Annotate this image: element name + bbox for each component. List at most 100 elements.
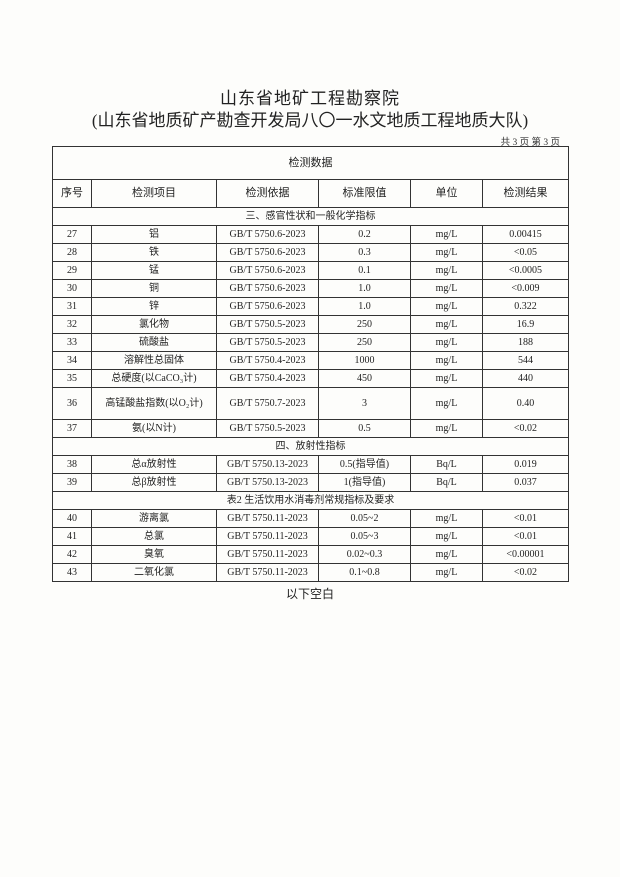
cell-method: GB/T 5750.13-2023 bbox=[216, 455, 319, 474]
table-caption-row: 检测数据 bbox=[52, 146, 569, 180]
cell-item: 氨(以N计) bbox=[91, 419, 217, 438]
cell-unit: mg/L bbox=[410, 351, 483, 370]
cell-method: GB/T 5750.11-2023 bbox=[216, 527, 319, 546]
cell-limit: 0.3 bbox=[318, 243, 411, 262]
cell-result: 0.40 bbox=[482, 387, 569, 420]
cell-limit: 0.1~0.8 bbox=[318, 563, 411, 582]
cell-method: GB/T 5750.11-2023 bbox=[216, 509, 319, 528]
table-row: 37 氨(以N计) GB/T 5750.5-2023 0.5 mg/L <0.02 bbox=[52, 419, 569, 438]
cell-item: 总硬度(以CaCO₃计) bbox=[91, 369, 217, 388]
cell-limit: 0.1 bbox=[318, 261, 411, 280]
cell-method: GB/T 5750.11-2023 bbox=[216, 545, 319, 564]
cell-unit: Bq/L bbox=[410, 455, 483, 474]
cell-item: 总β放射性 bbox=[91, 473, 217, 492]
cell-item: 总氯 bbox=[91, 527, 217, 546]
cell-method: GB/T 5750.6-2023 bbox=[216, 297, 319, 316]
table-row: 39 总β放射性 GB/T 5750.13-2023 1(指导值) Bq/L 0.037 bbox=[52, 473, 569, 492]
cell-method: GB/T 5750.5-2023 bbox=[216, 315, 319, 334]
section-row: 四、放射性指标 bbox=[52, 437, 569, 456]
cell-result: <0.01 bbox=[482, 527, 569, 546]
col-header-method: 检测依据 bbox=[216, 179, 319, 208]
cell-limit: 0.05~3 bbox=[318, 527, 411, 546]
cell-index: 40 bbox=[52, 509, 92, 528]
cell-result: <0.00001 bbox=[482, 545, 569, 564]
table-row: 30 铜 GB/T 5750.6-2023 1.0 mg/L <0.009 bbox=[52, 279, 569, 298]
cell-result: <0.02 bbox=[482, 419, 569, 438]
cell-result: 0.00415 bbox=[482, 225, 569, 244]
table-row: 36 高锰酸盐指数(以O₂计) GB/T 5750.7-2023 3 mg/L 0.40 bbox=[52, 387, 569, 420]
table-row: 32 氯化物 GB/T 5750.5-2023 250 mg/L 16.9 bbox=[52, 315, 569, 334]
cell-method: GB/T 5750.6-2023 bbox=[216, 225, 319, 244]
cell-unit: mg/L bbox=[410, 387, 483, 420]
cell-unit: mg/L bbox=[410, 545, 483, 564]
cell-unit: mg/L bbox=[410, 369, 483, 388]
cell-unit: mg/L bbox=[410, 509, 483, 528]
cell-result: <0.0005 bbox=[482, 261, 569, 280]
cell-index: 38 bbox=[52, 455, 92, 474]
cell-unit: mg/L bbox=[410, 333, 483, 352]
cell-unit: mg/L bbox=[410, 279, 483, 298]
cell-index: 39 bbox=[52, 473, 92, 492]
cell-method: GB/T 5750.4-2023 bbox=[216, 369, 319, 388]
cell-index: 36 bbox=[52, 387, 92, 420]
cell-item: 锰 bbox=[91, 261, 217, 280]
table-row: 38 总α放射性 GB/T 5750.13-2023 0.5(指导值) Bq/L 0.01… bbox=[52, 455, 569, 474]
cell-index: 42 bbox=[52, 545, 92, 564]
cell-unit: mg/L bbox=[410, 315, 483, 334]
cell-limit: 250 bbox=[318, 315, 411, 334]
cell-result: <0.009 bbox=[482, 279, 569, 298]
cell-index: 33 bbox=[52, 333, 92, 352]
col-header-item: 检测项目 bbox=[91, 179, 217, 208]
cell-limit: 1(指导值) bbox=[318, 473, 411, 492]
table-row: 34 溶解性总固体 GB/T 5750.4-2023 1000 mg/L 544 bbox=[52, 351, 569, 370]
cell-limit: 0.5(指导值) bbox=[318, 455, 411, 474]
page-info: 共 3 页 第 3 页 bbox=[500, 138, 560, 148]
cell-index: 30 bbox=[52, 279, 92, 298]
cell-item: 铜 bbox=[91, 279, 217, 298]
cell-result: <0.05 bbox=[482, 243, 569, 262]
cell-index: 28 bbox=[52, 243, 92, 262]
cell-index: 34 bbox=[52, 351, 92, 370]
cell-unit: Bq/L bbox=[410, 473, 483, 492]
cell-index: 37 bbox=[52, 419, 92, 438]
cell-item: 溶解性总固体 bbox=[91, 351, 217, 370]
cell-item: 锌 bbox=[91, 297, 217, 316]
section-title: 四、放射性指标 bbox=[52, 437, 569, 456]
cell-index: 31 bbox=[52, 297, 92, 316]
cell-item: 游离氯 bbox=[91, 509, 217, 528]
cell-limit: 1.0 bbox=[318, 297, 411, 316]
blank-below-note: 以下空白 bbox=[285, 587, 334, 601]
cell-method: GB/T 5750.11-2023 bbox=[216, 563, 319, 582]
cell-result: 0.322 bbox=[482, 297, 569, 316]
cell-unit: mg/L bbox=[410, 419, 483, 438]
cell-item: 氯化物 bbox=[91, 315, 217, 334]
cell-limit: 0.05~2 bbox=[318, 509, 411, 528]
cell-unit: mg/L bbox=[410, 563, 483, 582]
cell-index: 27 bbox=[52, 225, 92, 244]
cell-item: 硫酸盐 bbox=[91, 333, 217, 352]
cell-method: GB/T 5750.4-2023 bbox=[216, 351, 319, 370]
document-title: 山东省地矿工程勘察院 bbox=[220, 89, 400, 108]
cell-method: GB/T 5750.6-2023 bbox=[216, 279, 319, 298]
cell-result: 16.9 bbox=[482, 315, 569, 334]
cell-item: 二氧化氯 bbox=[91, 563, 217, 582]
table-row: 41 总氯 GB/T 5750.11-2023 0.05~3 mg/L <0.01 bbox=[52, 527, 569, 546]
cell-limit: 1000 bbox=[318, 351, 411, 370]
cell-item: 铁 bbox=[91, 243, 217, 262]
cell-limit: 450 bbox=[318, 369, 411, 388]
table-row: 29 锰 GB/T 5750.6-2023 0.1 mg/L <0.0005 bbox=[52, 261, 569, 280]
col-header-limit: 标准限值 bbox=[318, 179, 411, 208]
cell-item: 臭氧 bbox=[91, 545, 217, 564]
cell-item: 总α放射性 bbox=[91, 455, 217, 474]
cell-limit: 0.02~0.3 bbox=[318, 545, 411, 564]
col-header-result: 检测结果 bbox=[482, 179, 569, 208]
cell-index: 32 bbox=[52, 315, 92, 334]
cell-item: 高锰酸盐指数(以O₂计) bbox=[91, 387, 217, 420]
section-row: 三、感官性状和一般化学指标 bbox=[52, 207, 569, 226]
cell-result: 440 bbox=[482, 369, 569, 388]
cell-limit: 1.0 bbox=[318, 279, 411, 298]
col-header-index: 序号 bbox=[52, 179, 92, 208]
cell-method: GB/T 5750.5-2023 bbox=[216, 419, 319, 438]
cell-unit: mg/L bbox=[410, 261, 483, 280]
cell-index: 35 bbox=[52, 369, 92, 388]
